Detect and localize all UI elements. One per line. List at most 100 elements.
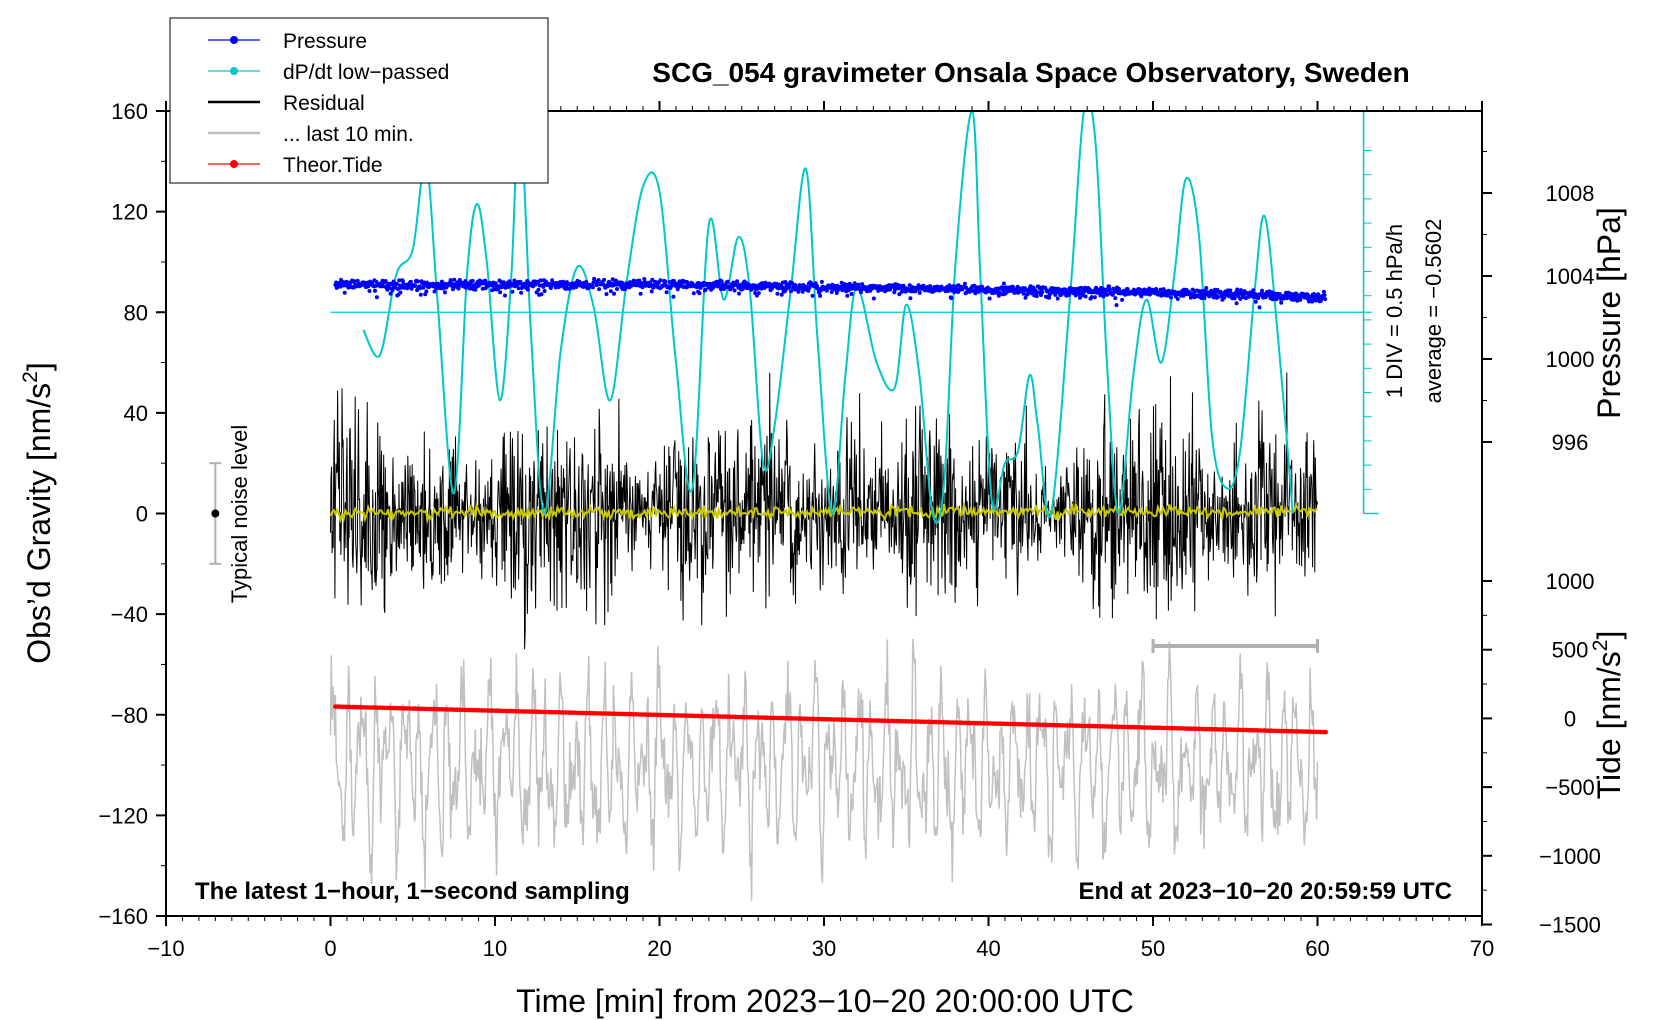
pressure-point [470,278,475,283]
pressure-point [1092,295,1097,300]
pressure-point [1234,301,1239,306]
pressure-point [1105,292,1110,297]
pressure-point [1175,297,1180,301]
y-axis-title-tide-main: Tide [nm/s [1591,651,1627,799]
pressure-point [1323,297,1328,302]
pressure-point [1294,291,1298,296]
pressure-point [737,291,741,296]
pressure-point [842,282,847,287]
pressure-point [856,282,861,287]
pressure-point [806,288,811,293]
y-tick-label-tide: −1500 [1539,913,1601,938]
pressure-point [1000,285,1004,290]
pressure-point [1117,286,1121,291]
pressure-point [1253,299,1258,304]
pressure-point [1023,295,1028,300]
legend-item-tide: Theor.Tide [208,154,383,177]
pressure-point [538,278,543,283]
pressure-point [1045,289,1050,294]
axes-layer: −10 0 10 20 30 40 50 60 70 160 120 80 40 0 −40 −80 −120 −… [98,99,1600,961]
pressure-point [1257,305,1262,310]
pressure-point [631,278,636,283]
y-tick-label-pressure: 1008 [1546,181,1595,206]
pressure-point [649,289,654,294]
pressure-point [374,295,379,300]
chart-title: SCG_054 gravimeter Onsala Space Observat… [652,57,1409,88]
legend-label-dpdt: dP/dt low−passed [283,61,449,84]
pressure-point [413,283,418,288]
pressure-point [949,296,954,301]
pressure-point [810,293,815,298]
pressure-point [793,283,798,287]
pressure-point [637,278,642,283]
pressure-point [1256,296,1261,300]
pressure-point [697,291,702,296]
pressure-point [1089,295,1094,300]
pressure-point [1101,294,1106,299]
legend-item-dpdt: dP/dt low−passed [208,61,449,84]
pressure-point [1120,297,1125,302]
pressure-point [525,287,530,292]
tide-point [1323,729,1328,735]
pressure-point [845,293,850,298]
sampling-note: The latest 1−hour, 1−second sampling [195,878,630,905]
pressure-point [849,292,854,296]
pressure-point [1001,281,1006,286]
pressure-point [424,289,429,294]
pressure-point [672,279,676,283]
data-layer [209,111,1379,901]
y-tick-label-pressure: 996 [1552,430,1589,455]
pressure-point [1154,287,1159,291]
pressure-point [763,280,768,285]
pressure-point [1322,293,1327,297]
pressure-point [853,283,858,287]
pressure-point [395,287,400,291]
legend-box [169,17,549,184]
pressure-point [452,277,457,282]
pressure-point [1204,286,1209,290]
pressure-point [1040,290,1045,295]
end-time-note: End at 2023−10−20 20:59:59 UTC [1078,878,1452,905]
y-tick-label-gravity: −120 [98,803,148,828]
pressure-point [1238,288,1243,293]
y-tick-label-tide: 500 [1552,638,1589,663]
pressure-point [408,279,413,284]
pressure-point [1113,296,1118,301]
y-tick-label-gravity: 0 [136,502,148,527]
pressure-point [818,293,823,298]
pressure-point [608,289,613,294]
pressure-point [1107,287,1112,292]
y-axis-title-gravity-close: ] [21,362,57,371]
pressure-point [418,292,423,297]
pressure-point [604,292,609,296]
pressure-point [516,286,521,291]
pressure-point [480,286,485,291]
y-axis-title-gravity-main: Obs’d Gravity [nm/s [21,383,57,664]
pressure-point [779,292,784,297]
pressure-point [664,290,669,295]
pressure-point [899,289,904,294]
pressure-point [596,278,601,282]
pressure-point [1169,295,1173,300]
pressure-point [498,290,503,295]
pressure-point [1279,300,1284,305]
x-tick-label: 20 [647,936,671,961]
pressure-point [1076,292,1081,296]
pressure-point [1055,296,1060,301]
pressure-point [807,285,812,290]
pressure-point [620,280,624,285]
pressure-point [1321,289,1326,294]
pressure-point [1083,294,1088,299]
pressure-point [1228,288,1233,293]
y-tick-label-tide: 1000 [1546,569,1595,594]
pressure-point [541,284,546,289]
pressure-point [1202,296,1207,301]
pressure-point [602,277,607,282]
pressure-point [703,287,708,292]
pressure-point [824,288,829,293]
legend-label-tide: Theor.Tide [283,154,383,177]
y-tick-label-tide: 0 [1564,706,1576,731]
pressure-point [519,290,524,295]
x-tick-label: 30 [812,936,836,961]
y-tick-label-gravity: 160 [111,99,148,124]
